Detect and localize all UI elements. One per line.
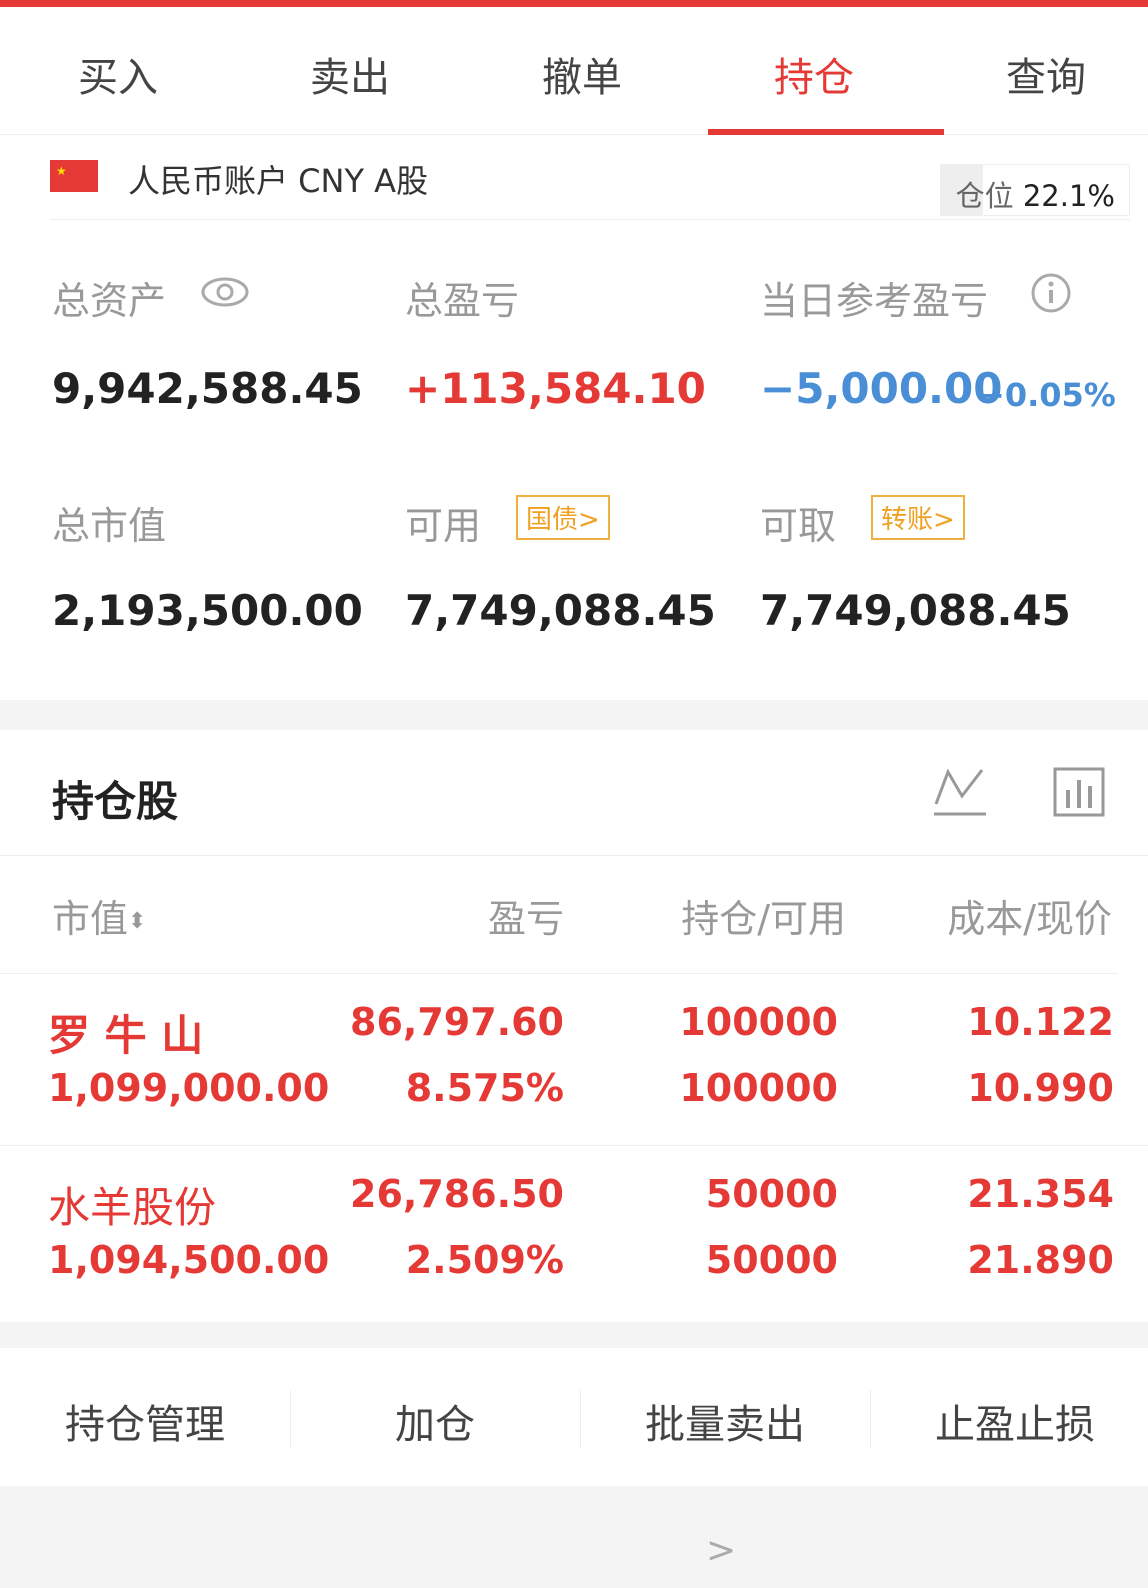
daily-pl-label: 当日参考盈亏 xyxy=(760,279,989,323)
position-ratio: 仓位 22.1% xyxy=(940,164,1130,216)
header-pl: 盈亏 xyxy=(487,897,564,941)
stock-position: 50000 xyxy=(705,1172,838,1216)
header-market-value[interactable]: 市值⬍ xyxy=(52,897,147,941)
total-assets-value: 9,942,588.45 xyxy=(52,364,363,413)
tab-buy[interactable]: 买入 xyxy=(78,55,158,101)
batch-sell-button[interactable]: 批量卖出 xyxy=(645,1402,805,1448)
stock-pl-pct: 8.575% xyxy=(405,1066,564,1110)
transfer-button[interactable]: 转账> xyxy=(871,495,965,540)
stock-pl-pct: 2.509% xyxy=(405,1238,564,1282)
position-value: 22.1% xyxy=(1022,179,1115,213)
stock-available: 100000 xyxy=(679,1066,838,1110)
stock-position: 100000 xyxy=(679,1000,838,1044)
market-value: 2,193,500.00 xyxy=(52,586,363,635)
manage-holdings-button[interactable]: 持仓管理 xyxy=(65,1402,225,1448)
top-accent-bar xyxy=(0,0,1148,7)
stock-cost: 21.354 xyxy=(967,1172,1114,1216)
divider xyxy=(0,855,1148,856)
available-label: 可用 xyxy=(405,504,482,548)
position-label: 仓位 xyxy=(955,179,1014,213)
section-divider xyxy=(0,700,1148,730)
chevron-right-icon[interactable]: > xyxy=(706,1530,737,1571)
eye-icon[interactable] xyxy=(200,274,250,310)
treasury-bond-button[interactable]: 国债> xyxy=(516,495,610,540)
stock-price: 10.990 xyxy=(967,1066,1114,1110)
line-chart-icon[interactable] xyxy=(932,766,988,818)
active-tab-indicator xyxy=(708,129,944,135)
divider xyxy=(0,1145,1148,1146)
market-value-label: 总市值 xyxy=(52,504,167,548)
divider xyxy=(870,1390,871,1448)
account-name[interactable]: 人民币账户 CNY A股 xyxy=(128,162,429,200)
stock-pl: 86,797.60 xyxy=(350,1000,564,1044)
add-position-button[interactable]: 加仓 xyxy=(395,1402,475,1448)
sort-icon[interactable]: ⬍ xyxy=(128,909,147,934)
divider xyxy=(290,1390,291,1448)
holdings-title: 持仓股 xyxy=(52,777,179,826)
withdrawable-value: 7,749,088.45 xyxy=(760,586,1071,635)
header-cost-price: 成本/现价 xyxy=(947,897,1112,941)
total-pl-label: 总盈亏 xyxy=(405,279,520,323)
stop-profit-loss-button[interactable]: 止盈止损 xyxy=(935,1402,1095,1448)
total-pl-value: +113,584.10 xyxy=(405,364,706,413)
stock-cost: 10.122 xyxy=(967,1000,1114,1044)
stock-market-value: 1,099,000.00 xyxy=(48,1066,330,1110)
available-value: 7,749,088.45 xyxy=(405,586,716,635)
withdrawable-label: 可取 xyxy=(760,504,837,548)
tab-query[interactable]: 查询 xyxy=(1006,55,1086,101)
divider xyxy=(580,1390,581,1448)
tab-sell[interactable]: 卖出 xyxy=(310,55,390,101)
section-divider xyxy=(0,1322,1148,1348)
tab-cancel[interactable]: 撤单 xyxy=(542,55,622,101)
footer-area xyxy=(0,1486,1148,1588)
stock-pl: 26,786.50 xyxy=(350,1172,564,1216)
position-fill xyxy=(941,165,983,215)
stock-market-value: 1,094,500.00 xyxy=(48,1238,330,1282)
tab-bar: 买入 卖出 撤单 持仓 查询 xyxy=(0,7,1148,135)
stock-name: 罗 牛 山 xyxy=(48,1011,204,1060)
china-flag-icon: ★ xyxy=(50,160,98,192)
account-row: ★ 人民币账户 CNY A股 仓位 22.1% xyxy=(50,150,1130,220)
bar-chart-icon[interactable] xyxy=(1052,766,1108,818)
daily-pl-value: −5,000.00 xyxy=(760,364,1003,413)
stock-name: 水羊股份 xyxy=(48,1183,217,1232)
daily-pl-pct: −0.05% xyxy=(978,376,1116,414)
header-position: 持仓/可用 xyxy=(681,897,846,941)
stock-price: 21.890 xyxy=(967,1238,1114,1282)
total-assets-label: 总资产 xyxy=(52,279,167,323)
stock-available: 50000 xyxy=(705,1238,838,1282)
divider xyxy=(0,973,1118,974)
tab-holdings[interactable]: 持仓 xyxy=(774,55,854,101)
info-icon[interactable] xyxy=(1030,272,1072,314)
